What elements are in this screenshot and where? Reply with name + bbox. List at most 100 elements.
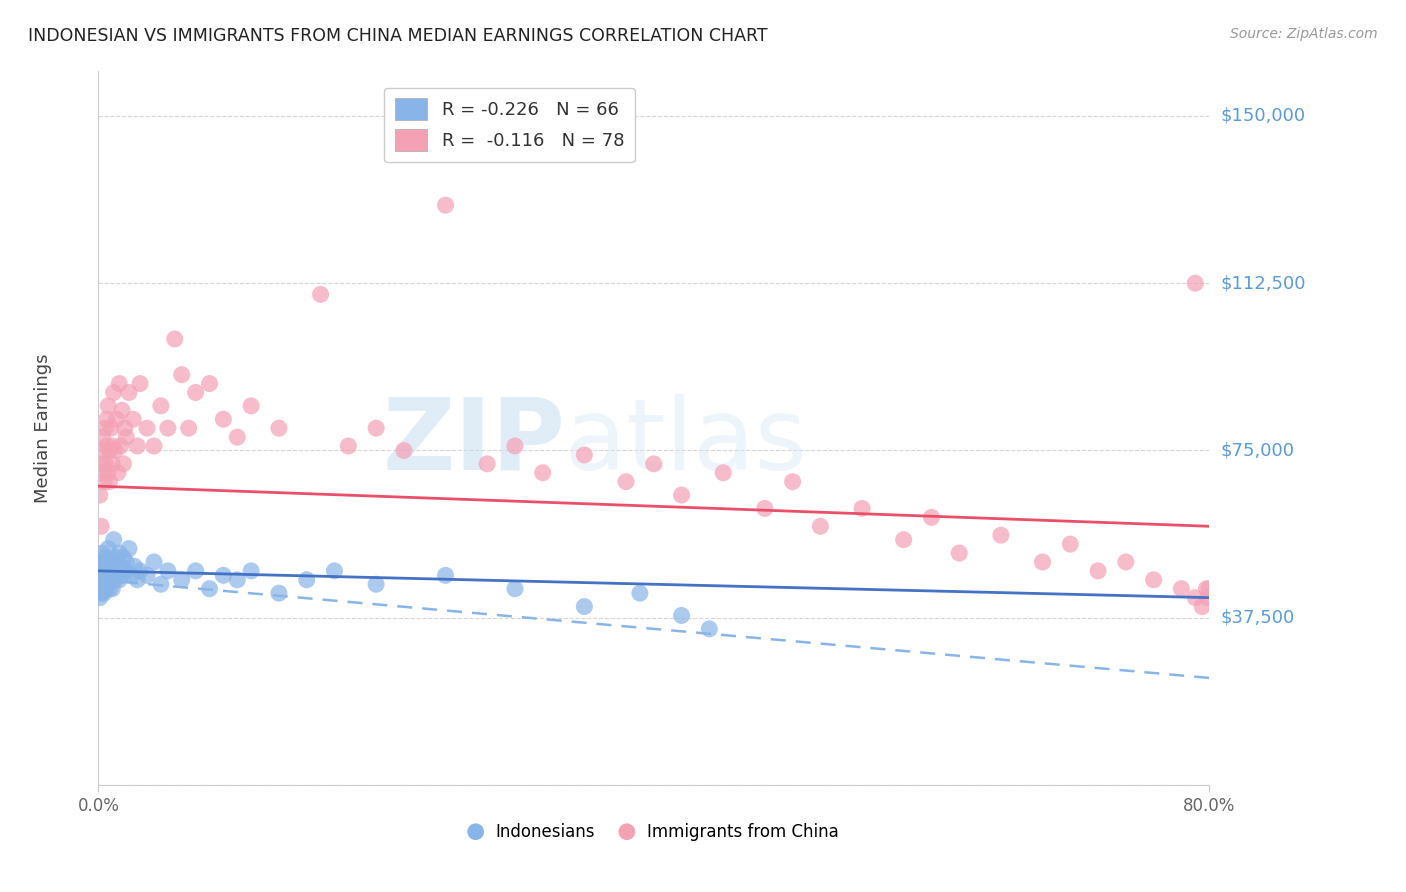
Text: $150,000: $150,000 bbox=[1220, 107, 1305, 125]
Point bbox=[810, 519, 832, 533]
Text: $75,000: $75,000 bbox=[1220, 442, 1295, 459]
Point bbox=[110, 439, 132, 453]
Point bbox=[337, 439, 360, 453]
Point bbox=[97, 399, 120, 413]
Point bbox=[574, 599, 596, 614]
Point bbox=[226, 573, 249, 587]
Point bbox=[107, 466, 129, 480]
Point bbox=[170, 573, 193, 587]
Point bbox=[98, 582, 121, 596]
Point bbox=[127, 573, 149, 587]
Point bbox=[101, 582, 124, 596]
Point bbox=[184, 385, 207, 400]
Point bbox=[1115, 555, 1137, 569]
Point bbox=[98, 475, 121, 489]
Point bbox=[323, 564, 346, 578]
Point bbox=[118, 385, 141, 400]
Point bbox=[90, 466, 112, 480]
Point bbox=[267, 421, 290, 435]
Point bbox=[124, 559, 146, 574]
Point bbox=[91, 582, 114, 596]
Point bbox=[127, 439, 149, 453]
Point bbox=[1143, 573, 1166, 587]
Point bbox=[754, 501, 776, 516]
Point bbox=[1059, 537, 1081, 551]
Point bbox=[366, 421, 388, 435]
Point bbox=[129, 376, 152, 391]
Point bbox=[114, 421, 136, 435]
Point bbox=[643, 457, 665, 471]
Point bbox=[93, 475, 115, 489]
Point bbox=[614, 475, 637, 489]
Point bbox=[94, 421, 117, 435]
Point bbox=[851, 501, 873, 516]
Point bbox=[149, 577, 172, 591]
Point bbox=[212, 412, 235, 426]
Point bbox=[1184, 591, 1206, 605]
Point bbox=[990, 528, 1012, 542]
Text: INDONESIAN VS IMMIGRANTS FROM CHINA MEDIAN EARNINGS CORRELATION CHART: INDONESIAN VS IMMIGRANTS FROM CHINA MEDI… bbox=[28, 27, 768, 45]
Point bbox=[295, 573, 318, 587]
Point bbox=[91, 430, 114, 444]
Point bbox=[97, 577, 120, 591]
Point bbox=[101, 568, 124, 582]
Point bbox=[100, 421, 122, 435]
Point bbox=[97, 568, 120, 582]
Point bbox=[782, 475, 804, 489]
Point bbox=[97, 541, 120, 556]
Point bbox=[108, 573, 131, 587]
Point bbox=[136, 421, 159, 435]
Point bbox=[94, 582, 117, 596]
Point bbox=[115, 430, 138, 444]
Text: ZIP: ZIP bbox=[382, 394, 565, 491]
Point bbox=[671, 608, 693, 623]
Point bbox=[170, 368, 193, 382]
Point bbox=[112, 550, 135, 565]
Point bbox=[503, 582, 526, 596]
Point bbox=[91, 564, 114, 578]
Point bbox=[366, 577, 388, 591]
Point bbox=[267, 586, 290, 600]
Point bbox=[105, 555, 128, 569]
Point bbox=[101, 439, 124, 453]
Point bbox=[90, 519, 112, 533]
Point bbox=[105, 412, 128, 426]
Point bbox=[1195, 582, 1218, 596]
Point bbox=[163, 332, 186, 346]
Point bbox=[136, 568, 159, 582]
Point bbox=[240, 564, 263, 578]
Point bbox=[104, 573, 127, 587]
Point bbox=[103, 385, 125, 400]
Point bbox=[143, 439, 166, 453]
Point bbox=[94, 550, 117, 565]
Point bbox=[96, 559, 118, 574]
Point bbox=[90, 555, 112, 569]
Point bbox=[107, 564, 129, 578]
Point bbox=[91, 546, 114, 560]
Point bbox=[699, 622, 721, 636]
Point bbox=[156, 564, 179, 578]
Point bbox=[1184, 276, 1206, 290]
Point bbox=[1032, 555, 1054, 569]
Point bbox=[475, 457, 499, 471]
Point bbox=[115, 555, 138, 569]
Point bbox=[89, 573, 111, 587]
Point bbox=[1198, 582, 1220, 596]
Point bbox=[392, 443, 415, 458]
Point bbox=[129, 564, 152, 578]
Text: Source: ZipAtlas.com: Source: ZipAtlas.com bbox=[1230, 27, 1378, 41]
Point bbox=[1170, 582, 1192, 596]
Point bbox=[1087, 564, 1109, 578]
Point bbox=[89, 582, 111, 596]
Point bbox=[89, 591, 111, 605]
Point bbox=[184, 564, 207, 578]
Point bbox=[94, 457, 117, 471]
Text: $37,500: $37,500 bbox=[1220, 608, 1295, 627]
Point bbox=[104, 443, 127, 458]
Point bbox=[198, 376, 221, 391]
Point bbox=[574, 448, 596, 462]
Point bbox=[212, 568, 235, 582]
Point bbox=[226, 430, 249, 444]
Point bbox=[89, 488, 111, 502]
Point bbox=[90, 577, 112, 591]
